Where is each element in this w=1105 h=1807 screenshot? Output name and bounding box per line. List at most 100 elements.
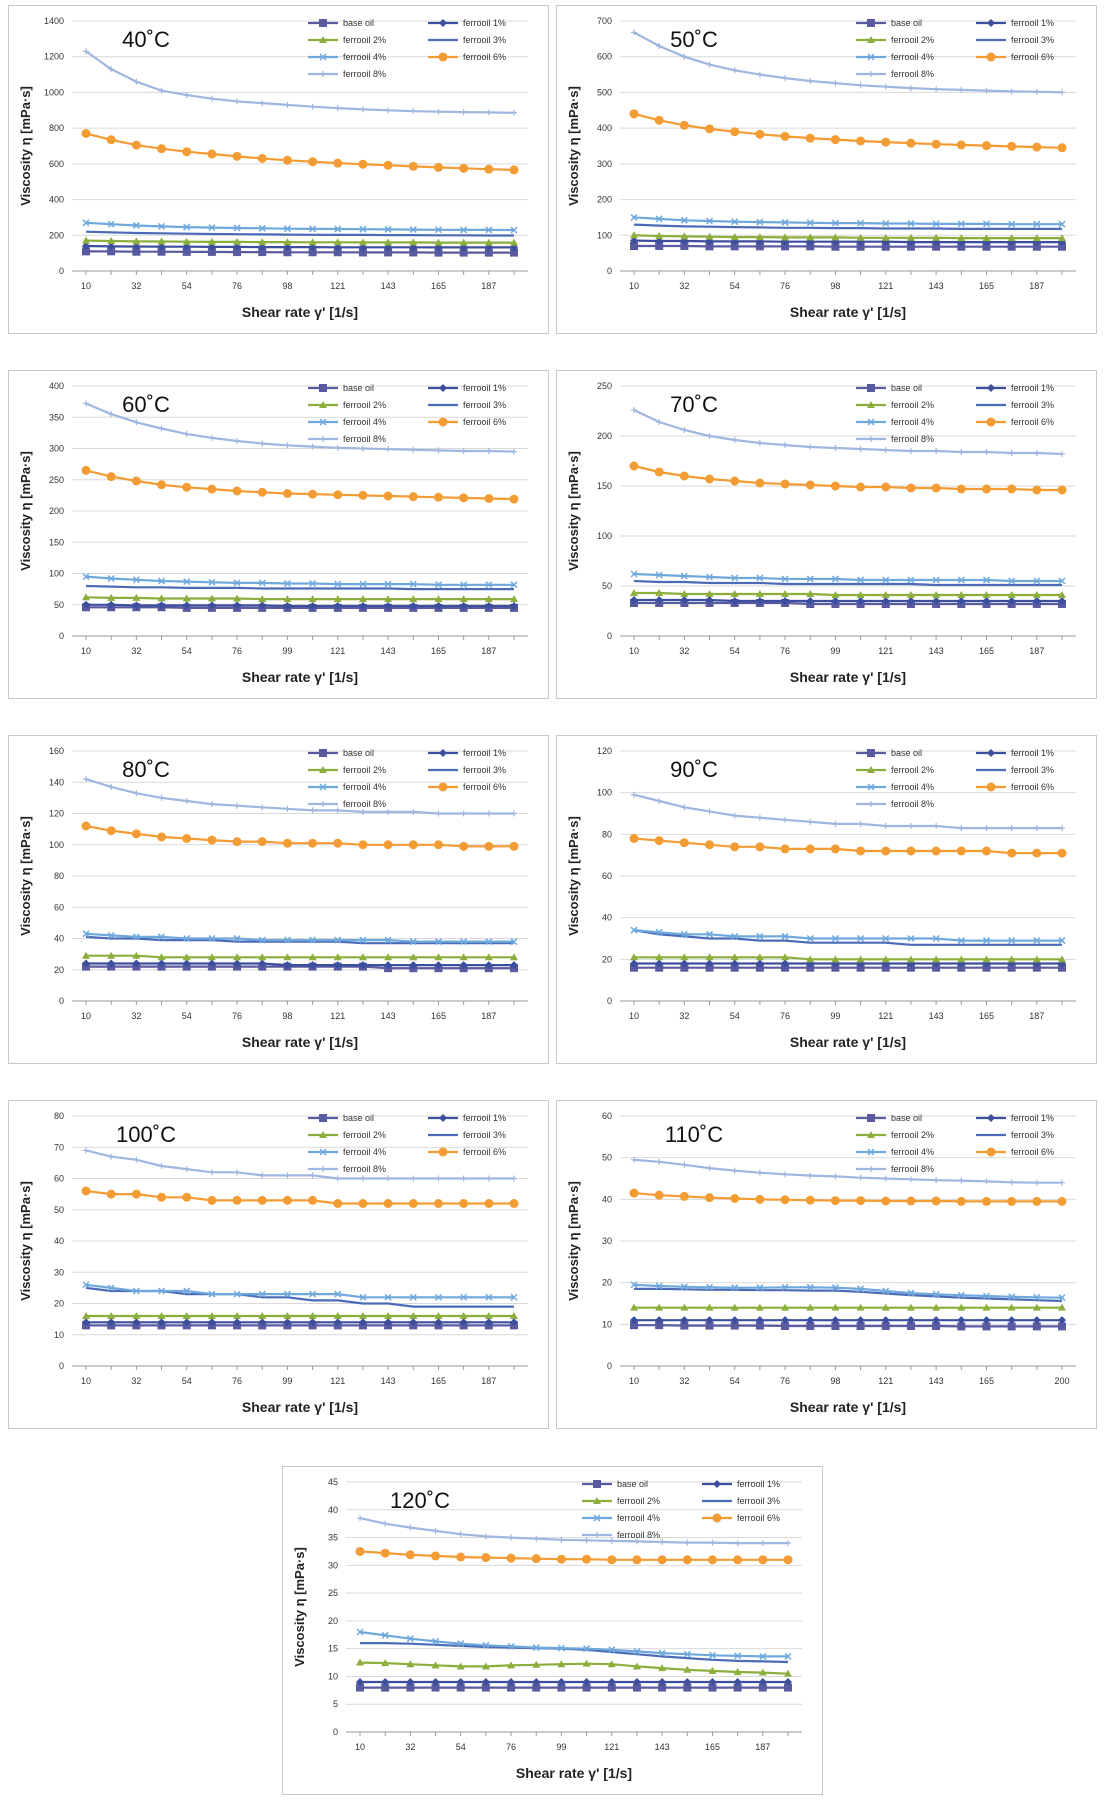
data-point (982, 1316, 991, 1325)
x-tick-label: 54 (182, 1376, 192, 1386)
x-tick-label: 187 (481, 281, 496, 291)
data-point (257, 487, 267, 497)
data-point (705, 1193, 715, 1203)
data-point (684, 1539, 691, 1546)
y-tick-label: 0 (59, 631, 64, 641)
data-point (484, 602, 493, 610)
panel-title: 120˚C (390, 1488, 450, 1513)
data-point (730, 963, 739, 972)
legend-label: ferrooil 6% (463, 1147, 506, 1157)
data-point (706, 61, 713, 68)
data-point (157, 594, 166, 602)
data-point (1007, 591, 1016, 598)
x-axis-title: Shear rate γ' [1/s] (242, 1399, 358, 1415)
legend: base oil ferrooil 1% ferrooil 2% ferrooil 3… (308, 383, 506, 444)
series-line (85, 778, 514, 815)
data-point (182, 601, 191, 610)
data-point (308, 238, 317, 246)
data-point (958, 449, 965, 455)
data-point (333, 158, 343, 168)
data-point (781, 1316, 790, 1325)
y-tick-label: 40 (602, 913, 612, 923)
data-point (957, 576, 965, 584)
data-point (806, 1303, 815, 1311)
data-point (679, 471, 689, 481)
chart-svg: 0 10 20 30 40 50 60 70 80 10 32 54 76 99 121 143 165 187 S… (8, 1100, 549, 1429)
data-point (82, 236, 90, 244)
data-point (82, 242, 90, 250)
data-point (409, 226, 417, 234)
legend-label: ferrooil 3% (1011, 35, 1054, 45)
data-point (1033, 937, 1041, 945)
series-line (85, 402, 515, 453)
data-point (233, 224, 241, 232)
data-point (356, 1658, 364, 1666)
series-group (629, 1156, 1067, 1331)
data-point (655, 596, 664, 604)
data-point (658, 1664, 667, 1672)
data-point (409, 938, 417, 946)
data-point (957, 597, 966, 605)
legend-label: ferrooil 2% (343, 765, 386, 775)
data-point (107, 220, 115, 228)
data-point (882, 1287, 890, 1295)
data-point (705, 1321, 714, 1330)
data-point (333, 838, 343, 848)
data-point (755, 1303, 764, 1311)
data-point (459, 1312, 468, 1319)
data-point (705, 573, 714, 581)
data-point (283, 595, 292, 603)
data-point (509, 165, 519, 175)
data-point (705, 232, 714, 240)
x-tick-label: 10 (629, 646, 639, 656)
data-point (857, 820, 864, 827)
data-point (730, 242, 739, 251)
data-point (434, 1312, 443, 1319)
data-point (484, 1199, 494, 1208)
x-axis: 10 32 54 76 99 121 143 165 187 (629, 1001, 1063, 1021)
data-point (481, 1553, 491, 1563)
legend-marker (986, 52, 996, 62)
legend-marker (319, 1148, 327, 1156)
data-point (1033, 577, 1041, 585)
x-tick-label: 76 (780, 1376, 790, 1386)
data-point (807, 78, 814, 84)
data-point (359, 445, 366, 452)
data-point (408, 840, 418, 850)
data-point (1007, 963, 1016, 972)
legend-label: ferrooil 1% (463, 18, 506, 28)
data-point (931, 846, 941, 856)
chart-panel-80c: 0 20 40 60 80 100 120 140 160 10 32 54 76 98 121 143 165… (8, 735, 549, 1064)
data-point (706, 808, 713, 815)
legend-label: ferrooil 6% (1011, 417, 1054, 427)
data-point (681, 427, 688, 433)
series-line (86, 603, 514, 608)
data-point (731, 437, 738, 443)
series-line (359, 1661, 789, 1675)
legend-label: ferrooil 6% (1011, 1147, 1054, 1157)
data-point (233, 1318, 242, 1327)
legend-label: ferrooil 4% (343, 52, 386, 62)
data-point (157, 247, 166, 256)
data-point (906, 1322, 915, 1330)
data-point (484, 595, 493, 603)
data-point (730, 1321, 739, 1330)
data-point (758, 1555, 768, 1565)
data-point (731, 574, 739, 582)
data-point (108, 783, 115, 790)
x-tick-label: 121 (330, 646, 345, 656)
data-point (356, 1683, 364, 1692)
legend-marker (867, 53, 875, 61)
data-point (982, 1322, 991, 1331)
data-point (511, 448, 517, 455)
legend-label: ferrooil 4% (891, 52, 934, 62)
legend-label: ferrooil 4% (891, 417, 934, 427)
data-point (309, 1172, 316, 1179)
data-point (1008, 88, 1015, 95)
data-point (730, 842, 740, 852)
data-point (1032, 955, 1041, 963)
legend-label: ferrooil 8% (891, 1164, 934, 1174)
data-point (157, 959, 166, 968)
data-point (1032, 597, 1041, 605)
data-point (957, 937, 965, 945)
